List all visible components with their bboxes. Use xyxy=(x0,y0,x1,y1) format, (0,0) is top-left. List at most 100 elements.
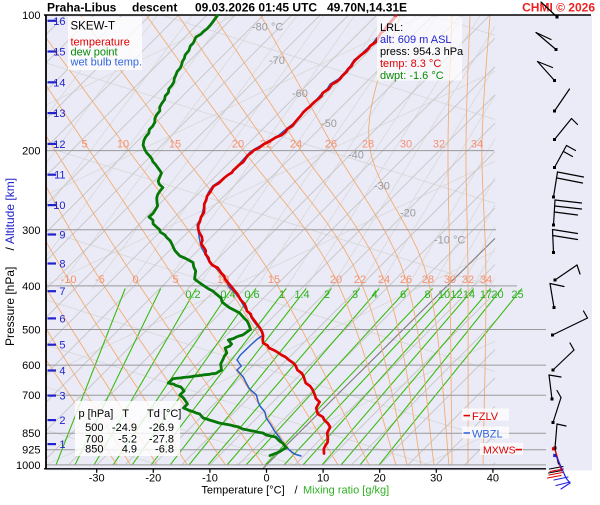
svg-text:15: 15 xyxy=(53,47,65,59)
svg-text:10: 10 xyxy=(438,289,450,301)
svg-text:temperature: temperature xyxy=(71,37,130,49)
svg-text:32: 32 xyxy=(462,274,474,286)
svg-text:Praha-Libus: Praha-Libus xyxy=(47,1,117,15)
svg-text:5: 5 xyxy=(172,274,178,286)
svg-text:6: 6 xyxy=(400,289,406,301)
svg-text:Pressure [hPa]: Pressure [hPa] xyxy=(3,267,17,346)
svg-text:5: 5 xyxy=(59,340,65,352)
svg-text:26: 26 xyxy=(325,139,337,151)
svg-text:1.4: 1.4 xyxy=(294,289,309,301)
svg-text:200: 200 xyxy=(22,146,40,158)
svg-text:500: 500 xyxy=(22,325,40,337)
svg-text:850: 850 xyxy=(22,428,40,440)
svg-text:p [hPa]: p [hPa] xyxy=(79,408,114,420)
svg-text:32: 32 xyxy=(433,139,445,151)
svg-text:8: 8 xyxy=(424,289,430,301)
svg-text:-10: -10 xyxy=(202,473,218,485)
svg-text:15: 15 xyxy=(169,139,181,151)
svg-text:15: 15 xyxy=(268,274,280,286)
svg-text:6: 6 xyxy=(59,313,65,325)
svg-text:20: 20 xyxy=(374,473,386,485)
svg-text:-27.8: -27.8 xyxy=(149,434,174,446)
svg-text:-5: -5 xyxy=(95,274,105,286)
svg-text:24: 24 xyxy=(290,139,302,151)
svg-text:-20: -20 xyxy=(400,208,416,220)
svg-text:-60: -60 xyxy=(292,88,308,100)
svg-text:LRL:: LRL: xyxy=(380,22,403,34)
svg-text:26: 26 xyxy=(400,274,412,286)
svg-text:8: 8 xyxy=(59,259,65,271)
svg-text:dew point: dew point xyxy=(71,47,118,59)
svg-text:2: 2 xyxy=(324,289,330,301)
svg-text:3: 3 xyxy=(59,391,65,403)
svg-text:0.4: 0.4 xyxy=(220,289,235,301)
svg-text:FZLV: FZLV xyxy=(472,411,499,423)
svg-text:0.6: 0.6 xyxy=(244,289,259,301)
svg-text:14: 14 xyxy=(53,77,65,89)
svg-text:24: 24 xyxy=(378,274,390,286)
svg-text:-5.2: -5.2 xyxy=(118,434,137,446)
svg-text:-10: -10 xyxy=(61,274,77,286)
svg-text:30: 30 xyxy=(444,274,456,286)
svg-text:13: 13 xyxy=(53,108,65,120)
svg-text:1: 1 xyxy=(279,289,285,301)
svg-text:alt: 609 m ASL: alt: 609 m ASL xyxy=(380,34,452,46)
svg-text:/: / xyxy=(294,485,298,497)
svg-text:30: 30 xyxy=(400,139,412,151)
svg-text:30: 30 xyxy=(430,473,442,485)
svg-text:5: 5 xyxy=(81,139,87,151)
svg-text:0.2: 0.2 xyxy=(185,289,200,301)
svg-text:3: 3 xyxy=(352,289,358,301)
svg-text:11: 11 xyxy=(54,170,65,182)
svg-text:4.9: 4.9 xyxy=(122,444,137,456)
svg-text:34: 34 xyxy=(471,139,483,151)
svg-text:22: 22 xyxy=(354,274,366,286)
svg-text:Mixing ratio [g/kg]: Mixing ratio [g/kg] xyxy=(303,485,389,497)
svg-text:MXWS: MXWS xyxy=(483,445,516,457)
svg-text:16: 16 xyxy=(53,16,65,28)
svg-text:dwpt: -1.6 °C: dwpt: -1.6 °C xyxy=(380,70,444,82)
svg-text:25: 25 xyxy=(511,289,523,301)
svg-text:1000: 1000 xyxy=(16,460,40,472)
svg-text:12: 12 xyxy=(53,139,65,151)
svg-text:300: 300 xyxy=(22,225,40,237)
svg-text:600: 600 xyxy=(22,360,40,372)
svg-text:40: 40 xyxy=(487,473,499,485)
svg-text:T: T xyxy=(122,408,129,420)
svg-text:10: 10 xyxy=(217,274,229,286)
svg-text:/: / xyxy=(3,247,17,251)
svg-text:100: 100 xyxy=(22,10,40,22)
svg-text:49.70N,14.31E: 49.70N,14.31E xyxy=(327,1,407,15)
svg-text:0: 0 xyxy=(132,274,138,286)
svg-text:28: 28 xyxy=(362,139,374,151)
svg-text:500: 500 xyxy=(85,422,103,434)
svg-text:temp: 8.3 °C: temp: 8.3 °C xyxy=(380,58,441,70)
svg-text:34: 34 xyxy=(480,274,492,286)
svg-text:-24.9: -24.9 xyxy=(112,422,137,434)
svg-text:wet bulb temp.: wet bulb temp. xyxy=(70,57,143,69)
svg-text:0: 0 xyxy=(263,473,269,485)
svg-text:-20: -20 xyxy=(145,473,161,485)
svg-text:4: 4 xyxy=(371,289,377,301)
svg-text:925: 925 xyxy=(22,445,40,457)
svg-text:28: 28 xyxy=(422,274,434,286)
svg-text:10: 10 xyxy=(53,200,65,212)
svg-text:400: 400 xyxy=(22,281,40,293)
svg-text:10: 10 xyxy=(317,473,329,485)
svg-text:-10 °C: -10 °C xyxy=(434,235,465,247)
svg-text:12: 12 xyxy=(450,289,462,301)
svg-text:10: 10 xyxy=(117,139,129,151)
svg-text:-30: -30 xyxy=(89,473,105,485)
svg-text:700: 700 xyxy=(85,434,103,446)
svg-text:1: 1 xyxy=(59,439,65,451)
svg-text:-40: -40 xyxy=(348,150,364,162)
svg-text:7: 7 xyxy=(59,286,65,298)
svg-text:-30: -30 xyxy=(374,181,390,193)
svg-text:press: 954.3 hPa: press: 954.3 hPa xyxy=(380,46,464,58)
svg-text:WBZL: WBZL xyxy=(472,428,503,440)
svg-text:17: 17 xyxy=(480,289,492,301)
svg-text:700: 700 xyxy=(22,390,40,402)
svg-text:descent: descent xyxy=(132,1,177,15)
svg-text:2: 2 xyxy=(59,415,65,427)
svg-text:-70: -70 xyxy=(269,55,285,67)
